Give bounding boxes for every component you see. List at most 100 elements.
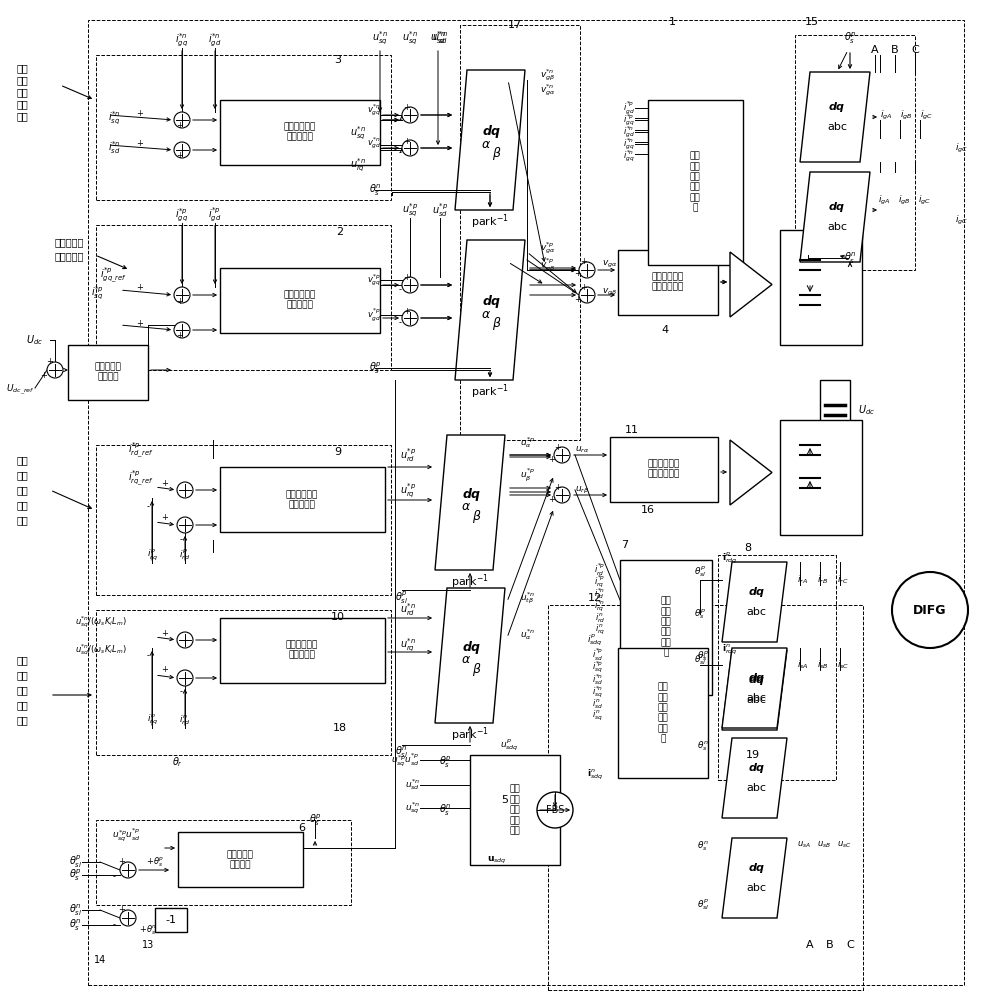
Text: abc: abc	[747, 783, 767, 793]
Polygon shape	[722, 738, 787, 818]
Text: $i_{rd}^{n}$: $i_{rd}^{n}$	[595, 611, 605, 625]
Text: 转子: 转子	[16, 455, 28, 465]
Text: 直流电压调
节器模块: 直流电压调 节器模块	[94, 362, 121, 382]
Text: 14: 14	[94, 955, 106, 965]
Text: B: B	[826, 940, 834, 950]
Polygon shape	[722, 562, 787, 642]
Text: $\theta_s^n$: $\theta_s^n$	[70, 917, 82, 933]
Text: +: +	[575, 269, 582, 278]
Text: $+\theta_s^n$: $+\theta_s^n$	[139, 923, 157, 937]
Text: +: +	[162, 666, 169, 674]
Text: $U_{dc}$: $U_{dc}$	[27, 333, 44, 347]
Text: $u_{sdq}^p$: $u_{sdq}^p$	[500, 737, 518, 753]
Text: $v_{g\alpha}$: $v_{g\alpha}$	[602, 258, 618, 270]
Circle shape	[892, 572, 968, 648]
Text: $i_{rq}^{*n}$: $i_{rq}^{*n}$	[594, 598, 605, 614]
Text: $u_{sq}^{*n}$: $u_{sq}^{*n}$	[405, 800, 420, 816]
Text: 控制: 控制	[16, 500, 28, 510]
Bar	[178, 832, 303, 887]
Text: $i_{sd}^{*p}$: $i_{sd}^{*p}$	[592, 647, 603, 663]
Text: +: +	[177, 296, 184, 306]
Text: $\theta_s^n$: $\theta_s^n$	[439, 802, 451, 818]
Text: $i_{sq}^n$: $i_{sq}^n$	[592, 709, 603, 723]
Text: $v_{g\beta}$: $v_{g\beta}$	[602, 286, 618, 298]
Circle shape	[47, 362, 63, 378]
Text: $\theta_s^p$: $\theta_s^p$	[368, 360, 381, 376]
Text: dq: dq	[749, 673, 765, 683]
Text: $u_{sd}^{*n}$: $u_{sd}^{*n}$	[432, 30, 448, 46]
Text: 8: 8	[745, 543, 752, 553]
Text: +: +	[403, 136, 410, 145]
Polygon shape	[455, 240, 525, 380]
Text: dq: dq	[749, 587, 765, 597]
Text: β: β	[492, 318, 500, 330]
Text: dq: dq	[463, 488, 481, 501]
Text: A: A	[806, 940, 814, 950]
Bar	[780, 420, 862, 535]
Text: $i_{sdq}^p$: $i_{sdq}^p$	[588, 632, 603, 648]
Text: park$^{-1}$: park$^{-1}$	[471, 213, 508, 231]
Text: 序控制网络: 序控制网络	[55, 251, 84, 261]
Text: 5: 5	[501, 795, 508, 805]
Text: $\theta_s^n$: $\theta_s^n$	[368, 182, 381, 198]
Text: $\mathbf{i}_{sdq}^n$: $\mathbf{i}_{sdq}^n$	[587, 768, 603, 782]
Text: +: +	[177, 121, 184, 130]
Text: 13: 13	[142, 940, 154, 950]
Text: $u_{sq}^{*n}/(\omega_s K_i L_m)$: $u_{sq}^{*n}/(\omega_s K_i L_m)$	[75, 614, 126, 630]
Bar	[96, 55, 391, 200]
Text: $\mathbf{i}_{rdq}^n$: $\mathbf{i}_{rdq}^n$	[722, 643, 738, 657]
Text: 3: 3	[335, 55, 342, 65]
Text: +: +	[403, 273, 410, 282]
Text: 网侧电流负序
调节器模块: 网侧电流负序 调节器模块	[284, 122, 316, 142]
Text: $u_{r\beta}$: $u_{r\beta}$	[575, 484, 589, 496]
Text: $i_{rd}^p$: $i_{rd}^p$	[180, 548, 191, 562]
Text: -: -	[398, 148, 401, 157]
Text: $\theta_{sl}^p$: $\theta_{sl}^p$	[395, 590, 409, 606]
Text: $u_{rd}^{*p}$: $u_{rd}^{*p}$	[400, 446, 416, 464]
Text: α: α	[462, 653, 470, 666]
Circle shape	[554, 447, 570, 463]
Text: $\mathbf{u}_{sdq}$: $\mathbf{u}_{sdq}$	[488, 854, 506, 866]
Text: $u_{\beta}^{*p}$: $u_{\beta}^{*p}$	[520, 467, 535, 483]
Circle shape	[174, 287, 190, 303]
Text: $\theta_{sl}^n$: $\theta_{sl}^n$	[694, 653, 706, 667]
Text: -: -	[180, 688, 183, 696]
Text: park$^{-1}$: park$^{-1}$	[471, 383, 508, 401]
Text: $i_{gC}$: $i_{gC}$	[920, 108, 933, 122]
Bar	[820, 380, 850, 435]
Text: +: +	[137, 318, 143, 328]
Text: $u_{sd}^{*n}$: $u_{sd}^{*n}$	[405, 778, 420, 792]
Text: $i_{rq\_ref}^{*p}$: $i_{rq\_ref}^{*p}$	[128, 468, 154, 488]
Text: 负序: 负序	[16, 685, 28, 695]
Text: 正序: 正序	[16, 485, 28, 495]
Text: +: +	[41, 370, 48, 379]
Text: $i_{gd}^{*p}$: $i_{gd}^{*p}$	[624, 100, 635, 116]
Bar	[96, 610, 391, 755]
Bar	[780, 230, 862, 345]
Text: 19: 19	[746, 750, 760, 760]
Text: -: -	[147, 652, 150, 660]
Text: α: α	[482, 137, 491, 150]
Text: $\theta_s^p$: $\theta_s^p$	[844, 30, 856, 46]
Text: $\theta_{sl}^p$: $\theta_{sl}^p$	[694, 565, 706, 579]
Polygon shape	[800, 72, 870, 162]
Text: $u_{sq}^{*p}u_{sd}^{*p}$: $u_{sq}^{*p}u_{sd}^{*p}$	[112, 827, 141, 843]
Text: +: +	[581, 257, 588, 266]
Text: $i_{gq}^{*p}$: $i_{gq}^{*p}$	[176, 206, 189, 224]
Text: 网络: 网络	[16, 111, 28, 121]
Text: -: -	[398, 318, 401, 328]
Polygon shape	[435, 435, 505, 570]
Bar	[68, 345, 148, 400]
Text: -: -	[398, 115, 401, 124]
Circle shape	[174, 112, 190, 128]
Text: +: +	[162, 629, 169, 638]
Text: $\theta_s^n$: $\theta_s^n$	[697, 839, 709, 853]
Bar	[155, 908, 187, 932]
Text: $i_{gd}^{*n}$: $i_{gd}^{*n}$	[209, 31, 221, 49]
Circle shape	[554, 487, 570, 503]
Text: $i_{gq}^{*n}$: $i_{gq}^{*n}$	[624, 148, 635, 164]
Bar	[220, 618, 385, 683]
Text: park$^{-1}$: park$^{-1}$	[451, 573, 489, 591]
Text: $i_{gC}$: $i_{gC}$	[955, 213, 968, 227]
Text: 11: 11	[625, 425, 639, 435]
